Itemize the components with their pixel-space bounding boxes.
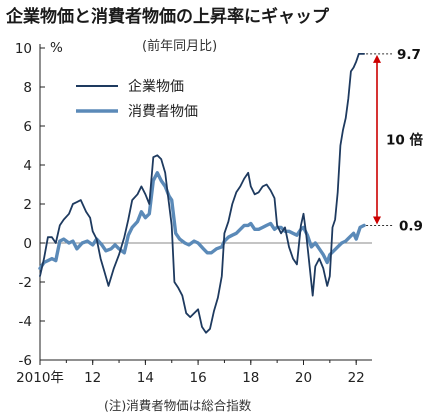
chart-subtitle: (前年同月比) [142, 38, 217, 54]
annotation-value-bottom: 0.9 [399, 218, 423, 234]
x-tick-label: 22 [348, 370, 365, 386]
y-tick-label: 10 [15, 41, 32, 57]
y-tick-label: -2 [19, 275, 32, 291]
y-tick-label: -6 [19, 353, 32, 369]
gap-annotation: 9.7 0.9 10 倍 [366, 47, 423, 234]
series-line-consumer [38, 171, 366, 271]
y-tick-label: 2 [23, 197, 32, 213]
chart-title: 企業物価と消費者物価の上昇率にギャップ [5, 6, 330, 27]
x-tick-label: 12 [84, 370, 101, 386]
y-tick-label: 8 [23, 80, 32, 96]
footnote: (注)消費者物価は総合指数 [104, 398, 252, 413]
y-tick-label: 6 [23, 119, 32, 135]
series-lines [38, 53, 366, 334]
gap-arrow-head-top [373, 54, 381, 63]
axis-lines [39, 44, 372, 364]
gap-arrow-head-bottom [373, 216, 381, 225]
legend-label-corporate: 企業物価 [128, 78, 184, 95]
y-tick-label: 4 [23, 158, 32, 174]
y-axis-ticks: -6 -4 -2 0 2 4 6 8 10 [15, 41, 45, 369]
x-tick-label: 14 [137, 370, 154, 386]
legend: 企業物価 消費者物価 [76, 78, 198, 120]
gap-ratio-label: 10 倍 [386, 132, 423, 149]
x-tick-label: 16 [190, 370, 207, 386]
x-tick-label: 20 [295, 370, 312, 386]
x-axis-ticks: 2010年 12 14 16 18 20 22 [16, 360, 365, 386]
x-tick-label: 2010年 [16, 370, 64, 386]
annotation-value-top: 9.7 [397, 47, 421, 63]
legend-label-consumer: 消費者物価 [128, 104, 198, 120]
series-line-corporate [39, 53, 365, 334]
y-axis-unit: % [50, 40, 63, 56]
y-tick-label: -4 [19, 314, 32, 330]
x-tick-label: 18 [242, 370, 259, 386]
y-tick-label: 0 [23, 236, 32, 252]
